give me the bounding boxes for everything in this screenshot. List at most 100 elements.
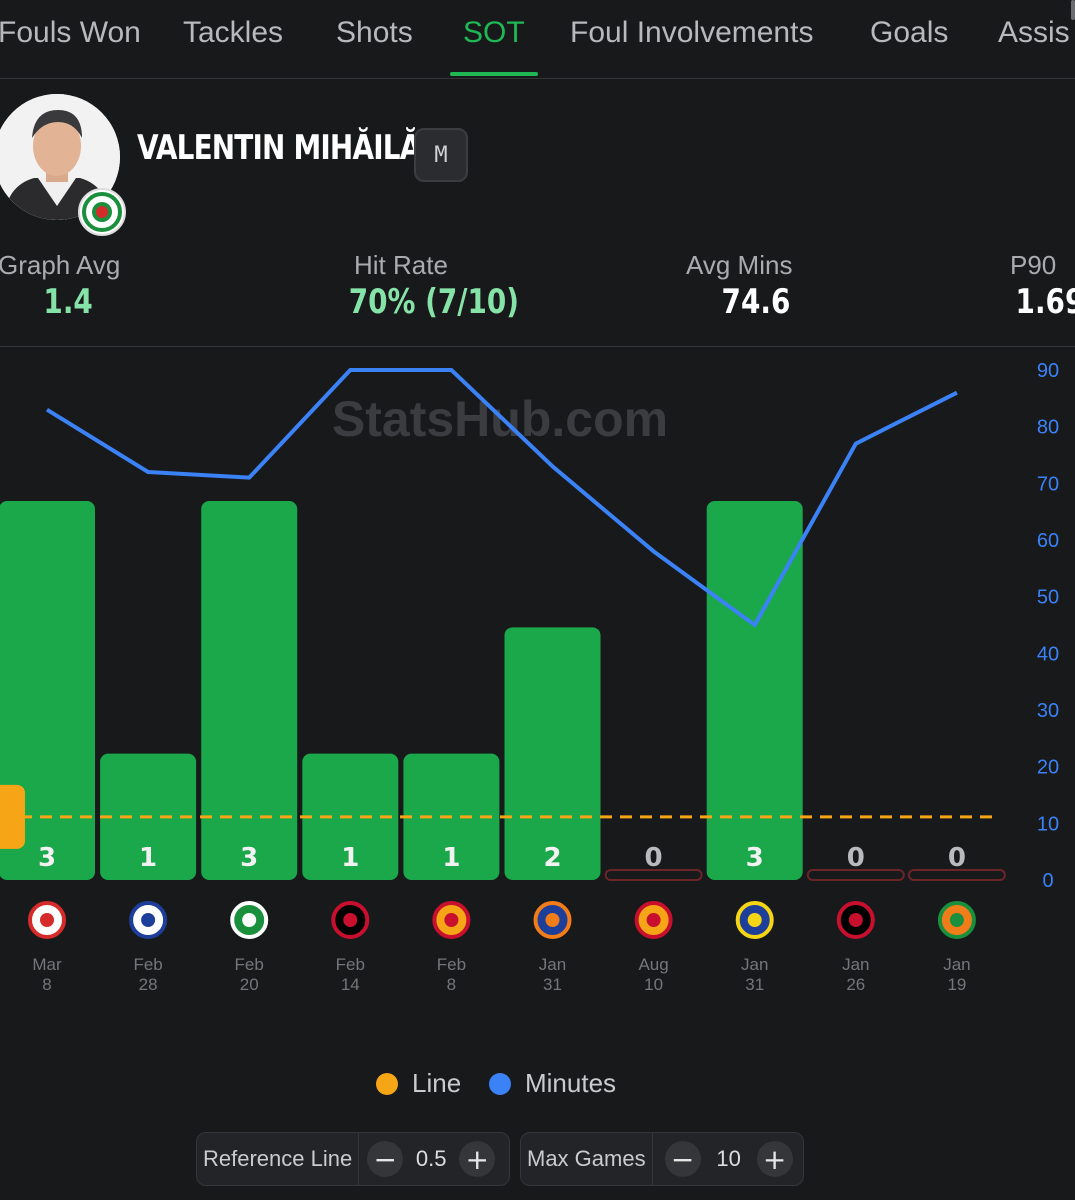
lecce-crest-icon xyxy=(735,901,774,939)
minutes-line xyxy=(45,368,958,627)
sot-bar xyxy=(201,501,298,880)
genclerbirligi-crest-icon-center xyxy=(343,913,358,927)
game-date-month: Jan xyxy=(842,955,869,974)
divider xyxy=(358,1133,360,1185)
game-date-month: Jan xyxy=(943,955,970,974)
p90-label: P90 xyxy=(1010,250,1057,280)
venezia-crest-icon-center xyxy=(949,913,964,927)
galatasaray-crest-icon xyxy=(432,901,471,939)
graph-avg-value: 1.4 xyxy=(43,282,93,322)
hit-rate-value: 70% (7/10) xyxy=(348,282,519,322)
bar-value-label: 3 xyxy=(240,843,258,873)
graph-avg-label: Graph Avg xyxy=(0,250,121,280)
bar-value-label: 0 xyxy=(847,843,865,873)
game-date-day: 14 xyxy=(341,975,360,994)
game-date-day: 28 xyxy=(139,975,158,994)
reference-line-handle xyxy=(0,784,25,849)
reference-line-label: Reference Line xyxy=(203,1146,353,1171)
game-date-day: 31 xyxy=(745,975,764,994)
stats-divider xyxy=(0,346,1075,347)
reference-line-control: Reference Line − 0.5 + xyxy=(196,1132,510,1186)
game-date-day: 26 xyxy=(846,975,865,994)
y-axis-tick-label: 80 xyxy=(1037,417,1059,439)
kasimpasa-crest-icon-center xyxy=(141,913,156,927)
game-date-day: 8 xyxy=(447,975,456,994)
bar-value-label: 1 xyxy=(139,843,157,873)
tab-tackles[interactable]: Tackles xyxy=(183,16,284,49)
goztepe-crest-icon-center xyxy=(646,913,661,927)
kasimpasa-crest-icon xyxy=(129,901,168,939)
legend-line[interactable]: Line xyxy=(376,1068,461,1099)
tab-assists[interactable]: Assis xyxy=(998,16,1070,49)
stat-tabs: Fouls Won Tackles Shots SOT Foul Involve… xyxy=(0,0,1075,79)
bar-value-label: 3 xyxy=(746,843,764,873)
tab-shots[interactable]: Shots xyxy=(336,16,413,49)
avg-mins-value: 74.6 xyxy=(721,282,791,322)
lecce-crest-icon-center xyxy=(747,913,762,927)
bar-value-label: 0 xyxy=(948,843,966,873)
ac-milan-crest-icon-center xyxy=(848,913,863,927)
y-axis-tick-label: 60 xyxy=(1037,530,1059,552)
bar-value-label: 1 xyxy=(341,843,359,873)
basaksehir-crest-icon-center xyxy=(545,913,560,927)
legend-minutes[interactable]: Minutes xyxy=(489,1068,616,1099)
basaksehir-crest-icon xyxy=(533,901,572,939)
y-axis-tick-label: 50 xyxy=(1037,587,1059,609)
game-date-month: Aug xyxy=(638,955,668,974)
tab-fouls-won[interactable]: Fouls Won xyxy=(0,16,141,49)
tab-sot[interactable]: SOT xyxy=(463,16,525,49)
sot-bar xyxy=(706,501,803,880)
game-date-month: Feb xyxy=(336,955,365,974)
divider xyxy=(651,1133,653,1185)
bar-value-label: 1 xyxy=(442,843,460,873)
tab-goals[interactable]: Goals xyxy=(870,16,949,49)
sot-bar-zero xyxy=(604,869,703,881)
bar-value-label: 0 xyxy=(645,843,663,873)
max-games-control: Max Games − 10 + xyxy=(520,1132,804,1186)
game-date-month: Feb xyxy=(235,955,264,974)
galatasaray-crest-icon-center xyxy=(444,913,459,927)
sot-bar xyxy=(0,501,95,880)
rizespor-badge-icon xyxy=(78,188,126,236)
reference-line-increment-button[interactable]: + xyxy=(459,1141,496,1177)
max-games-decrement-button[interactable]: − xyxy=(664,1141,701,1177)
bar-value-label: 3 xyxy=(38,843,56,873)
p90-value: 1.69 xyxy=(1015,282,1075,322)
y-axis-tick-label: 10 xyxy=(1037,813,1059,835)
legend-line-label: Line xyxy=(412,1068,462,1098)
game-date-month: Jan xyxy=(539,955,566,974)
legend-line-dot-icon xyxy=(376,1072,398,1095)
y-axis-tick-label: 70 xyxy=(1037,473,1059,495)
max-games-increment-button[interactable]: + xyxy=(756,1141,793,1177)
max-games-value: 10 xyxy=(716,1146,741,1171)
y-axis-tick-label: 20 xyxy=(1037,757,1059,779)
position-badge: M xyxy=(414,128,468,182)
game-date-day: 19 xyxy=(947,975,966,994)
y-axis-tick-label: 30 xyxy=(1037,700,1059,722)
tab-foul-involvements[interactable]: Foul Involvements xyxy=(570,16,814,49)
genclerbirligi-crest-icon xyxy=(331,901,370,939)
y-axis-tick-label: 0 xyxy=(1042,870,1053,892)
active-tab-indicator xyxy=(450,72,538,76)
ac-milan-crest-icon xyxy=(836,901,875,939)
game-date-day: 31 xyxy=(543,975,562,994)
kocaelispor-crest-icon xyxy=(230,901,269,939)
kocaelispor-crest-icon-center xyxy=(242,913,257,927)
legend-minutes-dot-icon xyxy=(489,1072,511,1095)
bar-value-label: 2 xyxy=(543,843,561,873)
scrollbar[interactable] xyxy=(1071,0,1075,20)
antalyaspor-crest-icon-center xyxy=(40,913,54,927)
y-axis-tick-label: 90 xyxy=(1037,360,1059,382)
player-name: VALENTIN MIHĂILĂ xyxy=(137,128,421,168)
reference-line-decrement-button[interactable]: − xyxy=(367,1141,404,1177)
game-date-month: Feb xyxy=(437,955,466,974)
sot-bar-zero xyxy=(907,869,1006,881)
antalyaspor-crest-icon xyxy=(28,901,66,939)
hit-rate-label: Hit Rate xyxy=(354,250,448,280)
player-avatar xyxy=(0,94,120,220)
legend-minutes-label: Minutes xyxy=(525,1068,617,1098)
venezia-crest-icon xyxy=(937,901,976,939)
game-date-month: Jan xyxy=(741,955,768,974)
game-date-day: 20 xyxy=(240,975,259,994)
